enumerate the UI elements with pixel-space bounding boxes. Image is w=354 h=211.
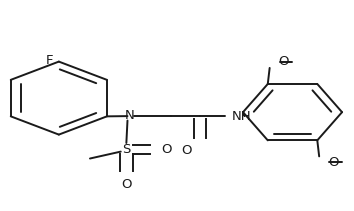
Text: O: O <box>278 55 289 68</box>
Text: NH: NH <box>232 110 251 123</box>
Text: F: F <box>46 54 53 67</box>
Text: O: O <box>161 143 171 156</box>
Text: O: O <box>121 178 132 191</box>
Text: O: O <box>328 156 338 169</box>
Text: N: N <box>125 109 134 122</box>
Text: O: O <box>182 144 192 157</box>
Text: S: S <box>122 143 131 156</box>
